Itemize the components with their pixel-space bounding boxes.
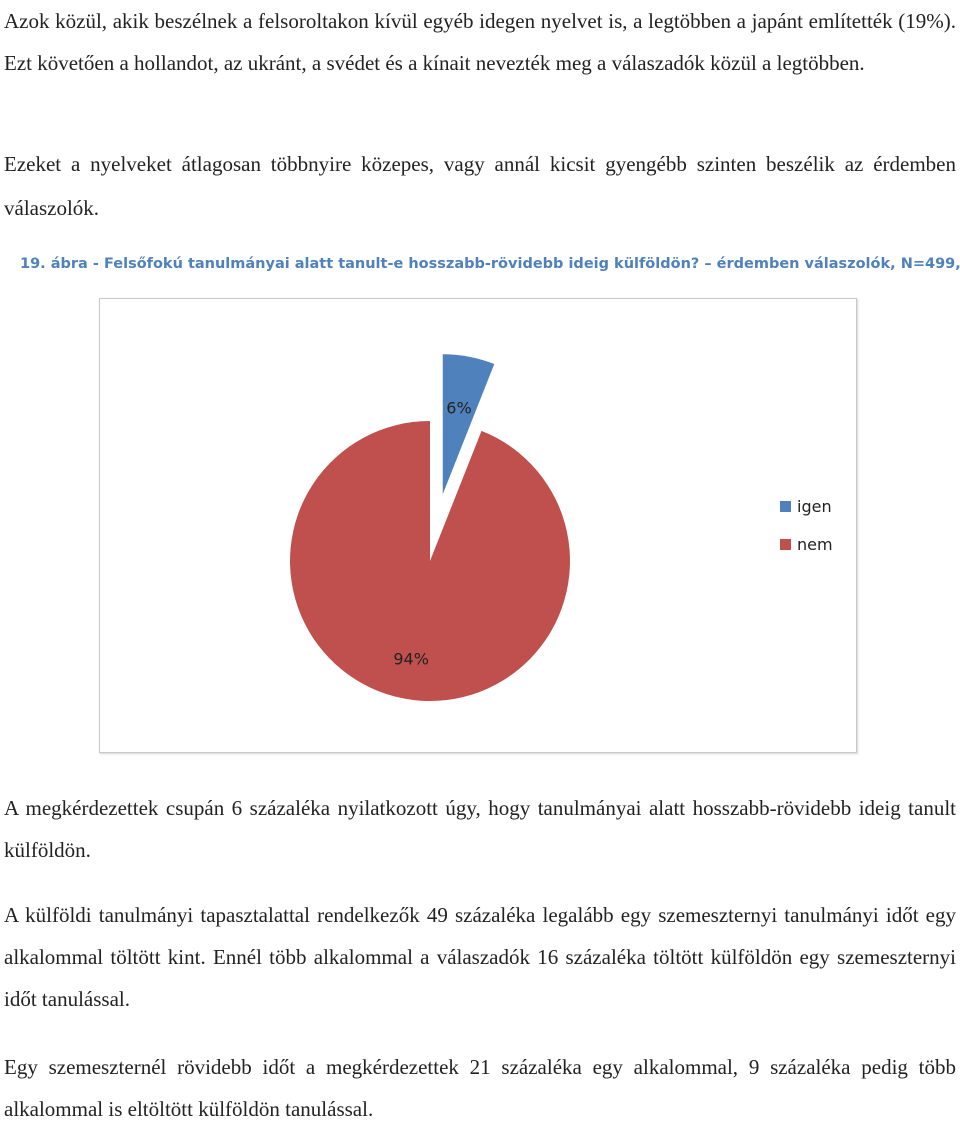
- legend-label-nem: nem: [797, 534, 833, 554]
- legend-swatch-igen: [780, 500, 791, 512]
- paragraph-semester: A külföldi tanulmányi tapasztalattal ren…: [4, 903, 956, 1011]
- legend-item-igen: igen: [780, 495, 833, 517]
- pie-label-igen: 6%: [446, 398, 471, 417]
- paragraph-intro: Azok közül, akik beszélnek a felsoroltak…: [4, 9, 956, 75]
- pie-chart: 6% 94% igen nem: [99, 298, 857, 753]
- pie-slice-nem: [289, 421, 570, 701]
- pie-label-nem: 94%: [393, 650, 429, 669]
- legend-swatch-nem: [780, 538, 791, 550]
- chart-legend: igen nem: [780, 495, 833, 571]
- pie-chart-svg: 6% 94%: [289, 354, 570, 701]
- legend-label-igen: igen: [797, 496, 832, 516]
- paragraph-result: A megkérdezettek csupán 6 százaléka nyil…: [4, 796, 956, 862]
- paragraph-shorter: Egy szemeszternél rövidebb időt a megkér…: [4, 1055, 956, 1121]
- legend-item-nem: nem: [780, 533, 833, 555]
- pie-slice-igen: [442, 354, 495, 495]
- figure-caption: 19. ábra - Felsőfokú tanulmányai alatt t…: [20, 256, 960, 272]
- paragraph-language-level: Ezeket a nyelveket átlagosan többnyire k…: [4, 152, 956, 220]
